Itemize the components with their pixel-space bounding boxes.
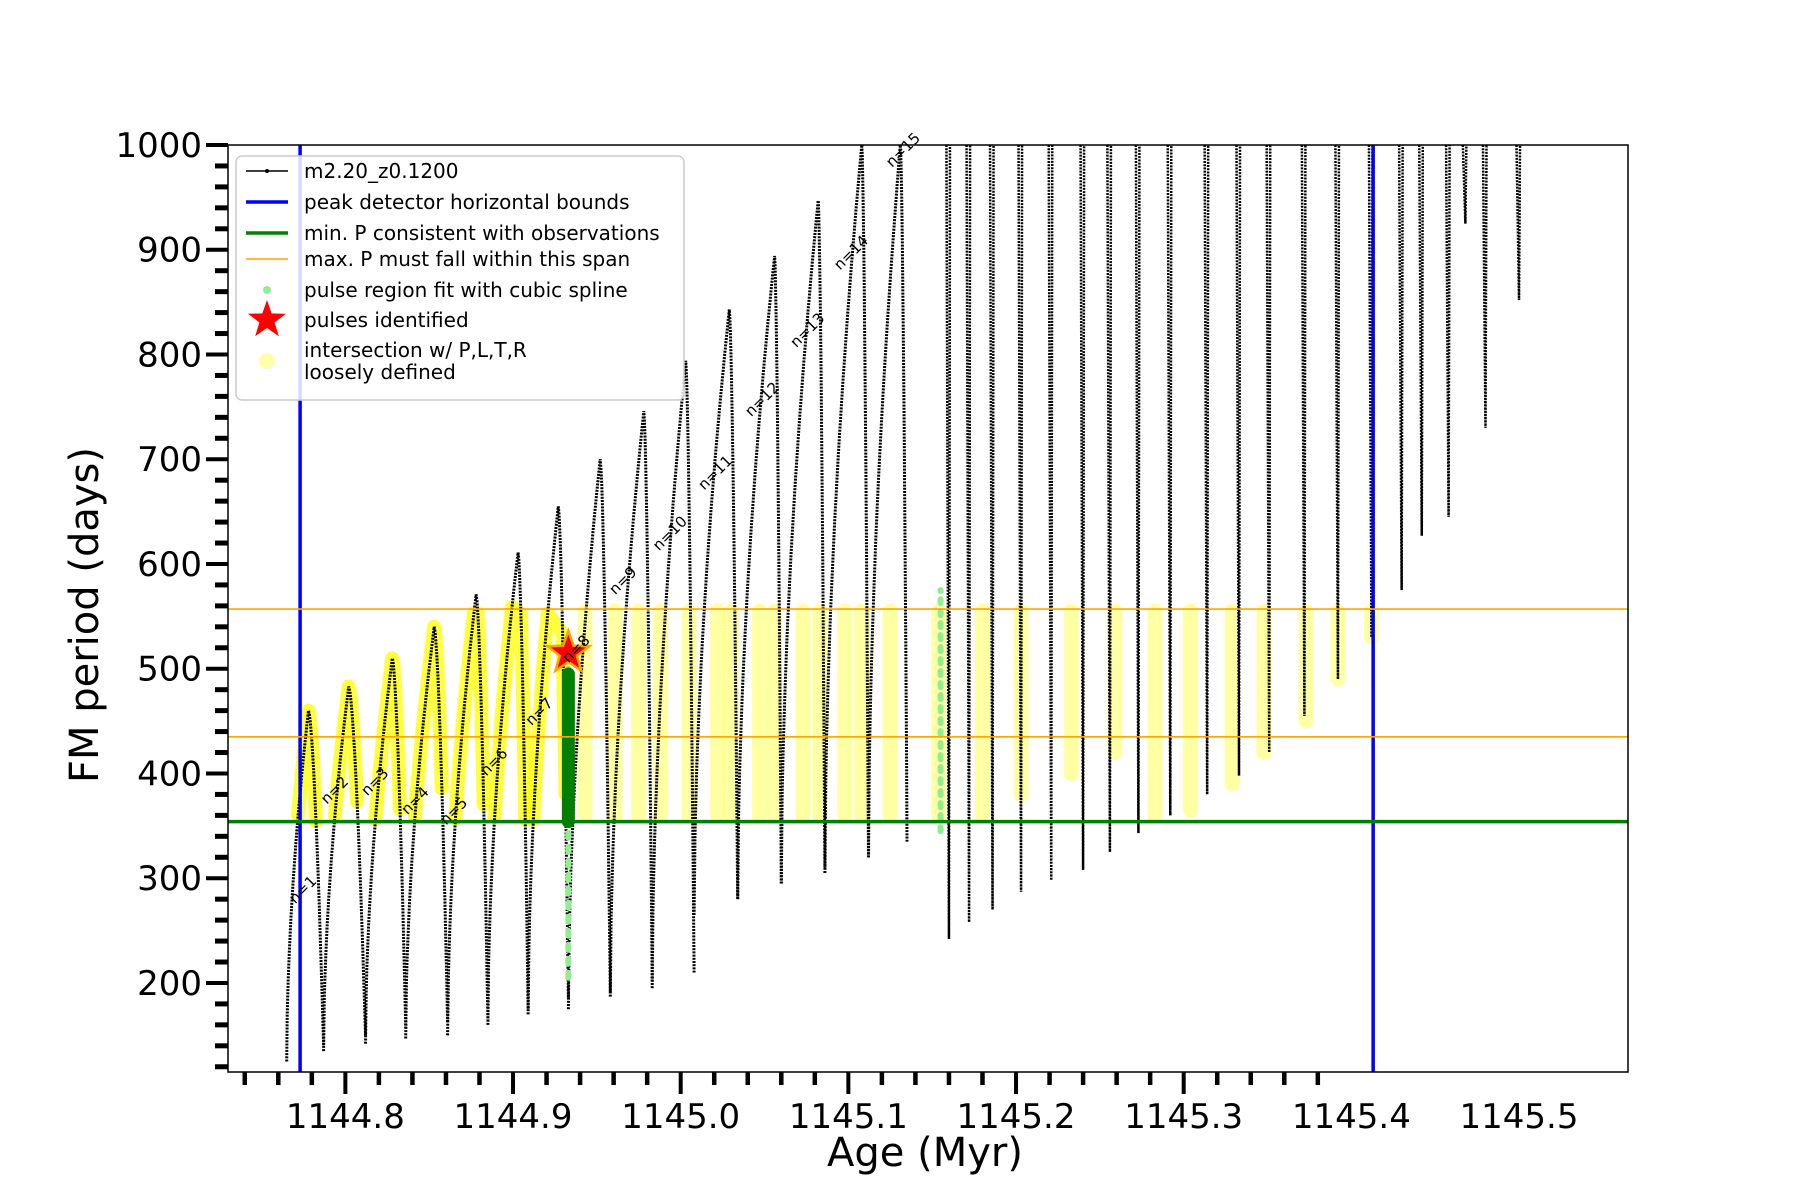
series-spike — [1397, 145, 1404, 591]
pulse-label: n=11 — [694, 452, 736, 494]
data-marks — [228, 145, 1628, 1072]
y-tick-label: 900 — [137, 231, 202, 271]
series-spike — [1481, 145, 1488, 428]
series-cycle-14 — [823, 145, 870, 874]
series-cycle-8 — [566, 459, 612, 1010]
x-tick-label: 1144.9 — [454, 1097, 573, 1137]
y-tick-label: 600 — [137, 545, 202, 585]
series-spike — [1461, 145, 1468, 224]
legend-label: pulses identified — [304, 308, 469, 332]
series-cycle-13 — [779, 200, 827, 884]
y-tick-label: 800 — [137, 335, 202, 375]
x-tick-label: 1145.0 — [621, 1097, 740, 1137]
highlight-cycle-6 — [487, 600, 533, 826]
series-spike — [1300, 145, 1307, 716]
legend-label: max. P must fall within this span — [304, 247, 630, 271]
series-cycle-2 — [322, 686, 367, 1052]
series-spike — [1106, 145, 1113, 853]
series-spike — [945, 145, 952, 939]
axis-ticks: 200 300 400 500 600 700 800 900 1000 1144.8 1144.9… — [115, 126, 1578, 1137]
x-tick-label: 1145.5 — [1460, 1097, 1579, 1137]
highlight-cycle-2 — [327, 679, 365, 824]
x-tick-label: 1145.2 — [957, 1097, 1076, 1137]
y-tick-label: 200 — [137, 964, 202, 1004]
series-spike — [1334, 145, 1341, 680]
y-tick-label: 1000 — [115, 126, 202, 166]
series-spike — [1444, 145, 1451, 517]
series-spike — [1047, 145, 1054, 881]
highlight-cycle-3 — [368, 651, 407, 826]
legend-label: m2.20_z0.1200 — [304, 159, 459, 183]
y-tick-label: 500 — [137, 650, 202, 690]
series-spike — [1265, 145, 1272, 753]
legend-handle-series-marker — [265, 169, 269, 173]
series-cycle-6 — [486, 552, 530, 1025]
legend-label: peak detector horizontal bounds — [304, 190, 630, 214]
series-cycle-11 — [692, 309, 740, 915]
legend-label: intersection w/ P,L,T,R — [304, 338, 527, 362]
legend-label: min. P consistent with observations — [304, 221, 660, 245]
y-tick-label: 300 — [137, 859, 202, 899]
axes-frame — [227, 144, 1629, 1073]
pulse-label: n=2 — [317, 773, 352, 808]
series-cycle-7 — [526, 506, 570, 1015]
pulse-label: n=10 — [649, 512, 691, 554]
legend-handle-dot — [263, 286, 271, 294]
series-cycle-5 — [446, 594, 490, 1036]
series-spike — [1017, 145, 1024, 892]
x-axis-title: Age (Myr) — [827, 1130, 1023, 1176]
y-axis-title: FM period (days) — [62, 447, 108, 783]
series-spike — [1418, 145, 1425, 536]
legend-label: pulse region fit with cubic spline — [304, 278, 628, 302]
series-cycle-12 — [736, 255, 783, 900]
pulse-identified-marker — [543, 627, 593, 674]
series-spike — [965, 145, 972, 923]
series-cycle-3 — [364, 658, 408, 1044]
legend-box — [235, 155, 685, 401]
series-cycle-9 — [608, 410, 654, 997]
legend-handle-star — [248, 300, 286, 337]
x-tick-label: 1145.1 — [789, 1097, 908, 1137]
series-spike — [1203, 145, 1210, 795]
legend-label-line2: loosely defined — [304, 360, 456, 384]
series-spike — [1079, 145, 1086, 870]
intersection-highlights — [291, 600, 1379, 829]
series-spike — [1134, 145, 1141, 834]
y-tick-label: 400 — [137, 754, 202, 794]
pulse-label: n=1 — [285, 872, 320, 907]
pulse-label: n=15 — [882, 129, 924, 171]
x-tick-label: 1145.3 — [1124, 1097, 1243, 1137]
plot-area: n=1n=2 n=3n=4 n=5n=6n=7n=8n=9n=10n=11n=12n… — [228, 129, 1628, 1072]
y-tick-label: 700 — [137, 440, 202, 480]
series-cycle-15 — [867, 145, 909, 858]
series-spike — [988, 145, 995, 910]
series-track — [285, 145, 1522, 1062]
series-spike — [1235, 145, 1242, 776]
series-spike — [1515, 145, 1522, 301]
legend-handle-big-dot — [259, 353, 275, 369]
plot-frame — [227, 144, 1629, 1073]
x-tick-label: 1145.4 — [1292, 1097, 1411, 1137]
series-cycle-10 — [650, 360, 696, 989]
pulse-label: n=9 — [605, 563, 640, 598]
series-spike — [1166, 145, 1173, 816]
x-tick-label: 1144.8 — [286, 1097, 405, 1137]
